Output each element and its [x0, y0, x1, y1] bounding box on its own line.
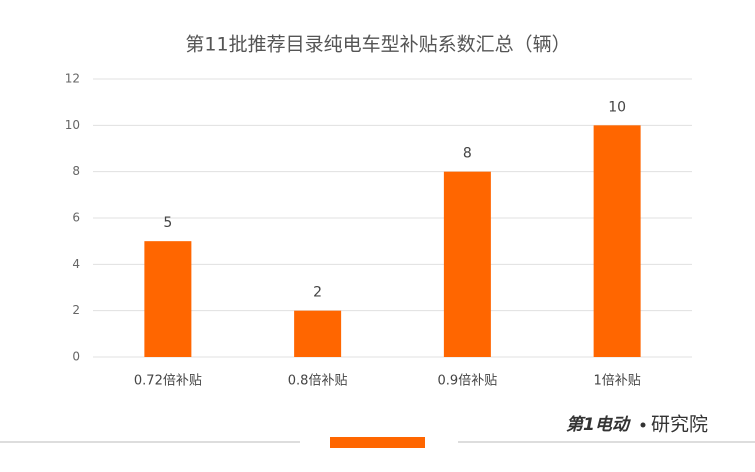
y-tick-label: 6 [72, 211, 80, 225]
brand-suffix: 研究院 [651, 414, 708, 436]
x-tick-label: 0.8倍补贴 [288, 374, 348, 389]
bar [294, 310, 342, 357]
y-tick-label: 12 [65, 72, 80, 86]
brand-dot [640, 422, 646, 428]
bar [593, 125, 641, 357]
bar [144, 241, 192, 357]
data-label: 8 [463, 146, 472, 162]
x-tick-label: 1倍补贴 [593, 374, 640, 389]
y-tick-label: 2 [72, 303, 80, 317]
data-label: 2 [313, 285, 322, 301]
footer-accent [330, 437, 425, 448]
y-tick-label: 8 [72, 164, 80, 178]
x-tick-label: 0.9倍补贴 [438, 374, 498, 389]
x-tick-label: 0.72倍补贴 [134, 374, 202, 389]
y-tick-label: 4 [72, 257, 80, 271]
chart-title: 第11批推荐目录纯电车型补贴系数汇总（辆） [185, 34, 570, 56]
y-tick-label: 10 [65, 118, 80, 132]
y-tick-label: 0 [72, 350, 80, 364]
bar [443, 171, 491, 357]
data-label: 10 [608, 99, 626, 115]
brand-logo: 第1电动 [566, 415, 632, 435]
data-label: 5 [163, 215, 172, 231]
